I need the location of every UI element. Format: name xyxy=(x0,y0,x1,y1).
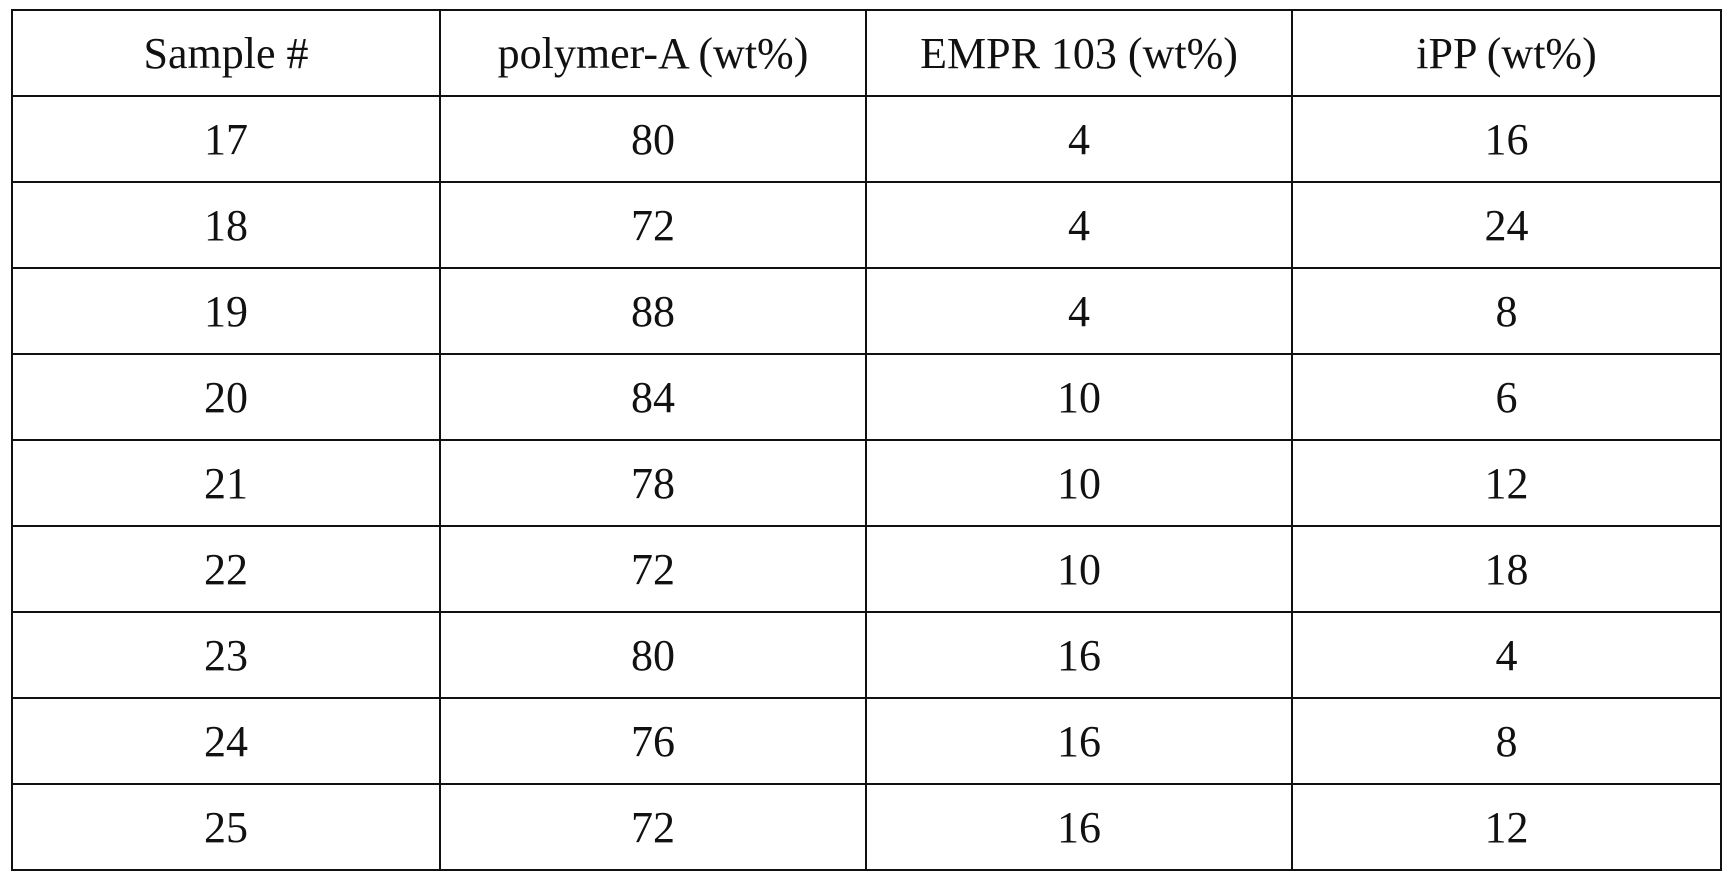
table-cell: 17 xyxy=(12,96,440,182)
table-cell: 16 xyxy=(866,698,1292,784)
table-body: 1780416187242419884820841062178101222721… xyxy=(12,96,1721,870)
header-row: Sample #polymer-A (wt%)EMPR 103 (wt%)iPP… xyxy=(12,10,1721,96)
table-row: 2084106 xyxy=(12,354,1721,440)
table-row: 22721018 xyxy=(12,526,1721,612)
table-cell: 6 xyxy=(1292,354,1721,440)
table-cell: 78 xyxy=(440,440,866,526)
table-cell: 19 xyxy=(12,268,440,354)
table-cell: 16 xyxy=(866,612,1292,698)
table-cell: 72 xyxy=(440,526,866,612)
table-cell: 80 xyxy=(440,96,866,182)
table-cell: 72 xyxy=(440,182,866,268)
table-cell: 24 xyxy=(12,698,440,784)
table-row: 1872424 xyxy=(12,182,1721,268)
table-cell: 20 xyxy=(12,354,440,440)
table-row: 25721612 xyxy=(12,784,1721,870)
table-cell: 24 xyxy=(1292,182,1721,268)
table-cell: 25 xyxy=(12,784,440,870)
table-cell: 22 xyxy=(12,526,440,612)
table-cell: 18 xyxy=(1292,526,1721,612)
table-row: 2380164 xyxy=(12,612,1721,698)
table-cell: 80 xyxy=(440,612,866,698)
header-cell: polymer-A (wt%) xyxy=(440,10,866,96)
table-cell: 72 xyxy=(440,784,866,870)
table-cell: 4 xyxy=(1292,612,1721,698)
table-row: 198848 xyxy=(12,268,1721,354)
table-row: 1780416 xyxy=(12,96,1721,182)
table-cell: 88 xyxy=(440,268,866,354)
table-cell: 4 xyxy=(866,268,1292,354)
table-cell: 10 xyxy=(866,440,1292,526)
table-cell: 12 xyxy=(1292,784,1721,870)
table-cell: 10 xyxy=(866,526,1292,612)
table-cell: 4 xyxy=(866,96,1292,182)
table-cell: 10 xyxy=(866,354,1292,440)
table-cell: 8 xyxy=(1292,698,1721,784)
table-cell: 12 xyxy=(1292,440,1721,526)
table-cell: 4 xyxy=(866,182,1292,268)
header-cell: EMPR 103 (wt%) xyxy=(866,10,1292,96)
table-cell: 21 xyxy=(12,440,440,526)
table-cell: 8 xyxy=(1292,268,1721,354)
table-cell: 18 xyxy=(12,182,440,268)
header-cell: iPP (wt%) xyxy=(1292,10,1721,96)
table-cell: 84 xyxy=(440,354,866,440)
table-cell: 76 xyxy=(440,698,866,784)
table-cell: 23 xyxy=(12,612,440,698)
table-cell: 16 xyxy=(866,784,1292,870)
header-cell: Sample # xyxy=(12,10,440,96)
table-row: 2476168 xyxy=(12,698,1721,784)
table-cell: 16 xyxy=(1292,96,1721,182)
data-table: Sample #polymer-A (wt%)EMPR 103 (wt%)iPP… xyxy=(11,9,1722,871)
table-row: 21781012 xyxy=(12,440,1721,526)
